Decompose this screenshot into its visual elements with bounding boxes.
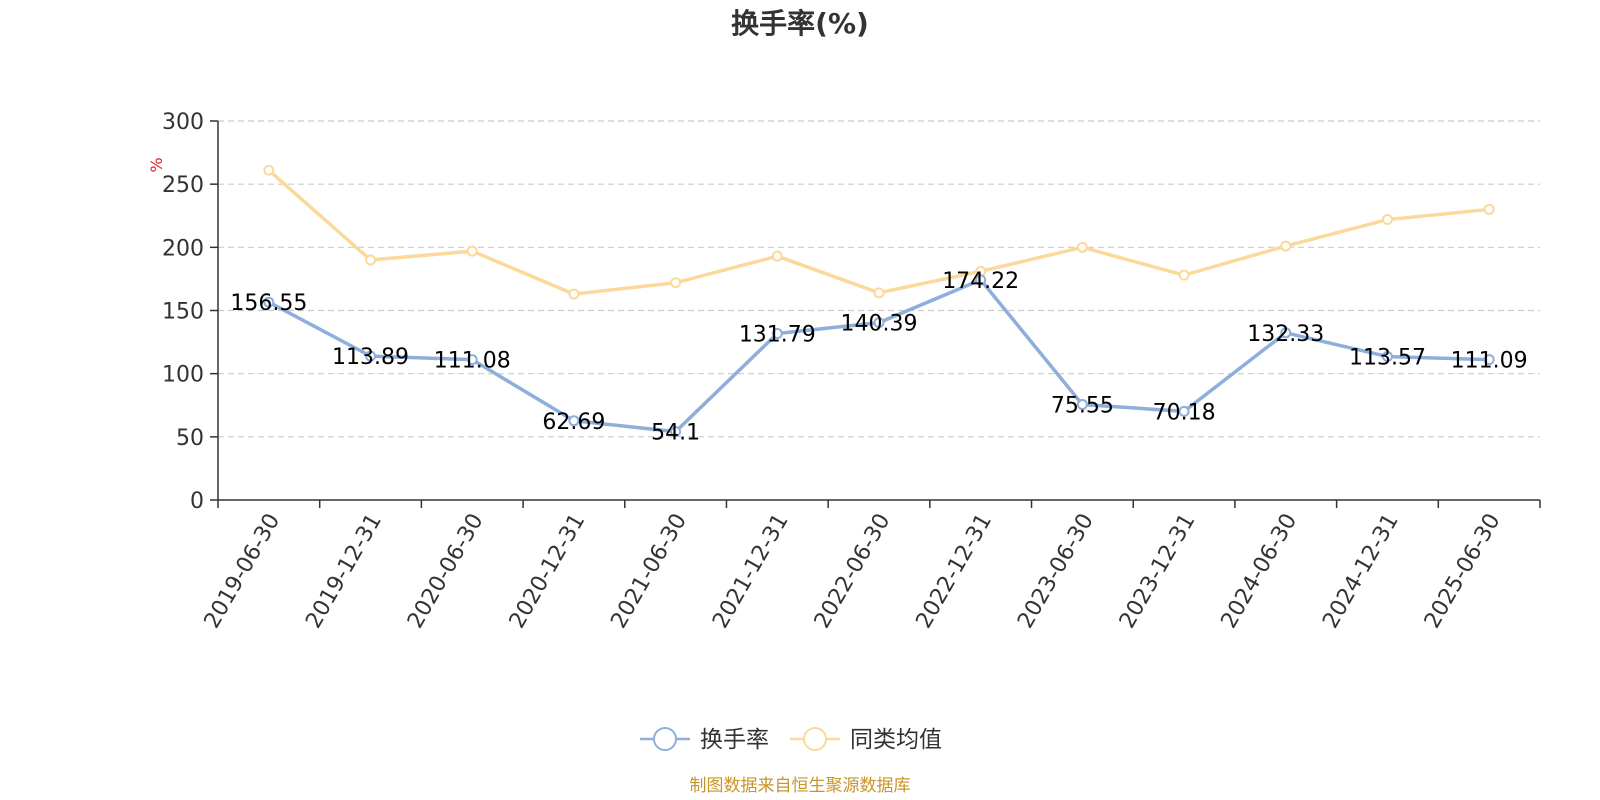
data-label: 113.89 (332, 345, 409, 370)
y-tick-label: 200 (162, 236, 204, 261)
x-tick-label: 2023-06-30 (1013, 510, 1099, 633)
legend-marker (803, 727, 827, 751)
data-label: 132.33 (1247, 322, 1324, 347)
data-point[interactable] (1483, 203, 1495, 215)
x-tick-label: 2025-06-30 (1420, 510, 1506, 633)
data-point[interactable] (1280, 327, 1292, 339)
y-tick-label: 250 (162, 173, 204, 198)
legend-marker (653, 727, 677, 751)
data-label: 156.55 (230, 291, 307, 316)
x-tick-label: 2019-12-31 (301, 510, 387, 633)
data-point[interactable] (1076, 241, 1088, 253)
legend-item-1[interactable]: 同类均值 (790, 727, 942, 753)
data-label: 75.55 (1051, 394, 1114, 419)
y-tick-label: 0 (190, 489, 204, 514)
data-point[interactable] (670, 426, 682, 438)
data-label: 131.79 (739, 323, 816, 348)
legend-label: 换手率 (700, 727, 769, 753)
data-point[interactable] (1381, 351, 1393, 363)
data-point[interactable] (873, 287, 885, 299)
data-point[interactable] (263, 296, 275, 308)
y-tick-label: 100 (162, 363, 204, 388)
data-label: 140.39 (841, 312, 918, 337)
x-tick-label: 2024-06-30 (1217, 510, 1303, 633)
x-tick-label: 2022-12-31 (912, 510, 998, 633)
y-tick-label: 50 (176, 426, 204, 451)
source-note: 制图数据来自恒生聚源数据库 (690, 776, 911, 796)
x-tick-label: 2021-12-31 (708, 510, 794, 633)
data-point[interactable] (670, 277, 682, 289)
data-point[interactable] (568, 415, 580, 427)
x-tick-label: 2020-12-31 (505, 510, 591, 633)
data-label: 113.57 (1349, 346, 1426, 371)
data-point[interactable] (365, 254, 377, 266)
y-tick-label: 150 (162, 300, 204, 325)
x-tick-label: 2023-12-31 (1115, 510, 1201, 633)
x-tick-label: 2022-06-30 (810, 510, 896, 633)
x-tick-label: 2021-06-30 (606, 510, 692, 633)
x-tick-label: 2024-12-31 (1318, 510, 1404, 633)
data-point[interactable] (873, 317, 885, 329)
legend-item-0[interactable]: 换手率 (640, 727, 769, 753)
legend-label: 同类均值 (850, 727, 942, 753)
data-point[interactable] (1178, 405, 1190, 417)
data-label: 174.22 (942, 269, 1019, 294)
x-tick-label: 2019-06-30 (200, 510, 286, 633)
data-point[interactable] (975, 274, 987, 286)
x-tick-label: 2020-06-30 (403, 510, 489, 633)
y-axis-label: % (147, 157, 166, 172)
data-point[interactable] (1280, 240, 1292, 252)
data-point[interactable] (263, 164, 275, 176)
data-point[interactable] (1381, 214, 1393, 226)
data-point[interactable] (1076, 399, 1088, 411)
data-label: 62.69 (542, 410, 605, 435)
data-label: 70.18 (1153, 400, 1216, 425)
chart-title: 换手率(%) (731, 7, 869, 40)
y-tick-label: 300 (162, 110, 204, 135)
data-label: 54.1 (651, 421, 700, 446)
data-point[interactable] (1178, 269, 1190, 281)
data-point[interactable] (771, 328, 783, 340)
series-line-1 (267, 168, 1490, 296)
data-point[interactable] (1483, 354, 1495, 366)
data-point[interactable] (365, 350, 377, 362)
data-point[interactable] (466, 245, 478, 257)
data-point[interactable] (568, 288, 580, 300)
data-point[interactable] (771, 250, 783, 262)
data-label: 111.09 (1451, 349, 1528, 374)
data-label: 111.08 (434, 349, 511, 374)
data-point[interactable] (466, 354, 478, 366)
